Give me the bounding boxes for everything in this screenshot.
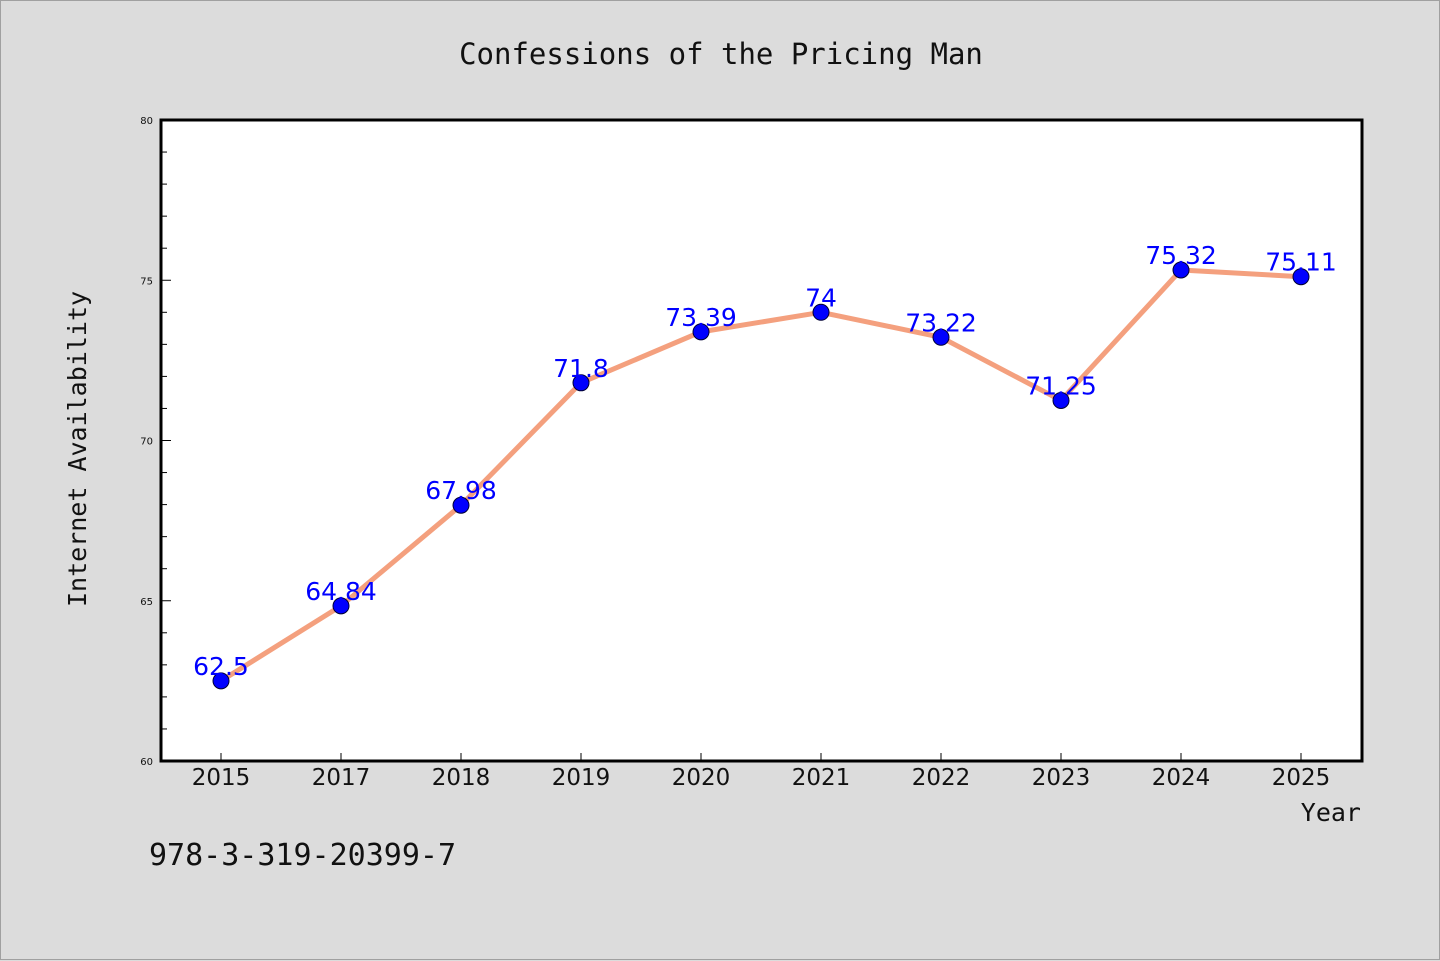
data-point bbox=[1052, 391, 1070, 409]
x-tick-label: 2015 bbox=[192, 765, 251, 791]
chart-title: Confessions of the Pricing Man bbox=[459, 37, 983, 71]
data-point bbox=[572, 374, 590, 392]
data-label: 62.5 bbox=[193, 652, 249, 681]
x-tick-label: 2022 bbox=[912, 765, 971, 791]
x-tick-label: 2025 bbox=[1272, 765, 1331, 791]
y-tick-label: 70 bbox=[140, 437, 153, 448]
y-axis: 60 65 70 75 80 bbox=[140, 116, 171, 768]
data-label: 73.39 bbox=[665, 303, 737, 332]
data-label: 75.32 bbox=[1145, 241, 1217, 270]
data-point bbox=[452, 496, 470, 514]
data-markers bbox=[212, 261, 1310, 690]
data-point bbox=[932, 328, 950, 346]
data-label: 75.11 bbox=[1265, 248, 1337, 277]
y-tick-label: 75 bbox=[140, 276, 153, 287]
data-point bbox=[1292, 268, 1310, 286]
data-point bbox=[1172, 261, 1190, 279]
y-tick-label: 65 bbox=[140, 597, 153, 608]
y-tick-label: 60 bbox=[140, 757, 153, 768]
data-point bbox=[812, 303, 830, 321]
data-labels: 62.5 64.84 67.98 71.8 73.39 74 73.22 71.25 75.32… bbox=[193, 241, 1337, 681]
x-tick-label: 2018 bbox=[432, 765, 491, 791]
data-label: 73.22 bbox=[905, 308, 977, 337]
data-label: 71.25 bbox=[1025, 371, 1097, 400]
x-tick-label: 2023 bbox=[1032, 765, 1091, 791]
data-point bbox=[212, 672, 230, 690]
data-label: 64.84 bbox=[305, 577, 377, 606]
plot-area bbox=[159, 118, 1364, 763]
y-tick-label: 80 bbox=[140, 116, 153, 127]
data-label: 74 bbox=[805, 283, 837, 312]
x-tick-label: 2017 bbox=[312, 765, 371, 791]
y-axis-label: Internet Availability bbox=[63, 291, 92, 607]
x-tick-label: 2019 bbox=[552, 765, 611, 791]
x-axis-label: Year bbox=[1301, 798, 1361, 827]
data-point bbox=[332, 597, 350, 615]
x-tick-label: 2021 bbox=[792, 765, 851, 791]
x-tick-label: 2024 bbox=[1152, 765, 1211, 791]
x-tick-label: 2020 bbox=[672, 765, 731, 791]
data-point bbox=[692, 323, 710, 341]
x-axis: 2015 2017 2018 2019 2020 2021 2022 2023 2024 2025 bbox=[192, 753, 1331, 791]
series-line bbox=[219, 267, 1302, 683]
data-label: 71.8 bbox=[553, 354, 609, 383]
isbn-text: 978-3-319-20399-7 bbox=[149, 838, 456, 873]
data-label: 67.98 bbox=[425, 476, 497, 505]
